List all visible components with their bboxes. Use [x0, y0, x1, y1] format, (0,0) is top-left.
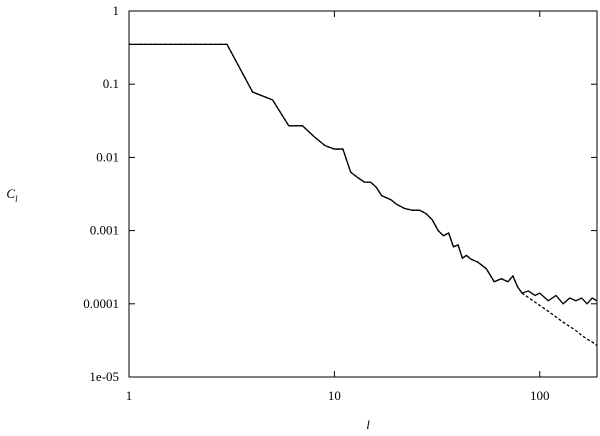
x-axis-label: l	[366, 417, 370, 432]
y-tick-label: 1	[113, 3, 120, 18]
data-line	[129, 43, 598, 305]
plot-frame	[128, 10, 598, 378]
x-tick-label: 1	[126, 388, 133, 403]
y-axis-label-sub: l	[15, 194, 18, 204]
x-tick-label: 100	[530, 388, 550, 403]
y-axis-label-main: C	[6, 186, 15, 201]
y-tick-label: 0.001	[90, 223, 119, 238]
y-axis-label: Cl	[6, 186, 18, 204]
x-tick-label: 10	[328, 388, 341, 403]
y-tick-label: 0.01	[96, 149, 119, 164]
y-tick-label: 1e-05	[89, 369, 119, 384]
y-tick-label: 0.1	[103, 76, 119, 91]
data-line	[129, 43, 598, 346]
y-tick-label: 0.0001	[83, 296, 119, 311]
